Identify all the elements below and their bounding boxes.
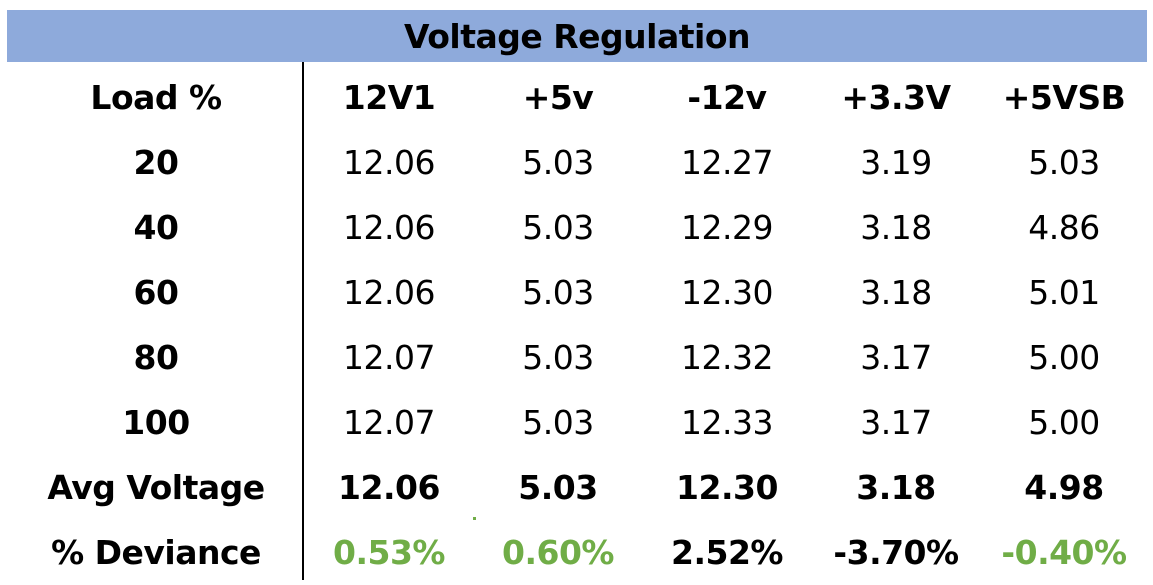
value-cell: 2.52% (671, 533, 784, 572)
row-label-cell: 80 (133, 338, 179, 377)
header-row: Load % 12V1 +5v -12v +3.3V +5VSB (0, 65, 1153, 130)
value-cell: 3.17 (860, 403, 932, 442)
value-cell: 5.03 (522, 273, 594, 312)
table-row: 80 12.07 5.03 12.32 3.17 5.00 (0, 325, 1153, 390)
table-row: 100 12.07 5.03 12.33 3.17 5.00 (0, 390, 1153, 455)
column-divider (302, 62, 304, 580)
value-cell: 5.03 (1028, 143, 1100, 182)
value-cell: 3.18 (860, 208, 932, 247)
value-cell: +3.3V (841, 78, 951, 117)
row-label-cell: Avg Voltage (47, 468, 265, 507)
table-title: Voltage Regulation (7, 10, 1147, 62)
value-cell: 5.01 (1028, 273, 1100, 312)
avg-voltage-row: Avg Voltage 12.06 5.03 12.30 3.18 4.98 (0, 455, 1153, 520)
value-cell: 3.17 (860, 338, 932, 377)
row-label-cell: 100 (122, 403, 190, 442)
value-cell: 5.00 (1028, 403, 1100, 442)
row-label-cell: 40 (133, 208, 179, 247)
table-row: 20 12.06 5.03 12.27 3.19 5.03 (0, 130, 1153, 195)
value-cell: 0.60% (502, 533, 615, 572)
value-cell: 12.06 (338, 468, 440, 507)
voltage-table: Load % 12V1 +5v -12v +3.3V +5VSB 20 12.06 5.03 12… (0, 65, 1153, 585)
value-cell: 12.29 (681, 208, 773, 247)
value-cell: 12V1 (342, 78, 436, 117)
value-cell: 5.00 (1028, 338, 1100, 377)
value-cell: 5.03 (522, 338, 594, 377)
value-cell: 12.06 (343, 208, 435, 247)
value-cell: 5.03 (518, 468, 598, 507)
table-row: 60 12.06 5.03 12.30 3.18 5.01 (0, 260, 1153, 325)
table-row: 40 12.06 5.03 12.29 3.18 4.86 (0, 195, 1153, 260)
value-cell: 5.03 (522, 208, 594, 247)
row-label-cell: 20 (133, 143, 179, 182)
row-label-cell: % Deviance (51, 533, 261, 572)
value-cell: 4.98 (1024, 468, 1104, 507)
cell-marker (473, 517, 476, 520)
deviance-row: % Deviance 0.53% 0.60% 2.52% -3.70% -0.40% (0, 520, 1153, 585)
value-cell: -3.70% (833, 533, 959, 572)
value-cell: 12.07 (343, 338, 435, 377)
value-cell: 12.07 (343, 403, 435, 442)
value-cell: 5.03 (522, 143, 594, 182)
value-cell: -12v (687, 78, 767, 117)
value-cell: 4.86 (1028, 208, 1100, 247)
value-cell: 12.30 (681, 273, 773, 312)
value-cell: 12.33 (681, 403, 773, 442)
value-cell: +5v (522, 78, 594, 117)
row-label-cell: 60 (133, 273, 179, 312)
value-cell: 3.18 (860, 273, 932, 312)
value-cell: 0.53% (333, 533, 446, 572)
value-cell: 12.06 (343, 143, 435, 182)
value-cell: 12.32 (681, 338, 773, 377)
value-cell: -0.40% (1001, 533, 1127, 572)
value-cell: 3.19 (860, 143, 932, 182)
value-cell: 12.27 (681, 143, 773, 182)
value-cell: 12.30 (676, 468, 778, 507)
value-cell: 12.06 (343, 273, 435, 312)
value-cell: +5VSB (1002, 78, 1126, 117)
row-label-cell: Load % (90, 78, 222, 117)
table-title-text: Voltage Regulation (404, 16, 751, 56)
value-cell: 3.18 (856, 468, 936, 507)
value-cell: 5.03 (522, 403, 594, 442)
